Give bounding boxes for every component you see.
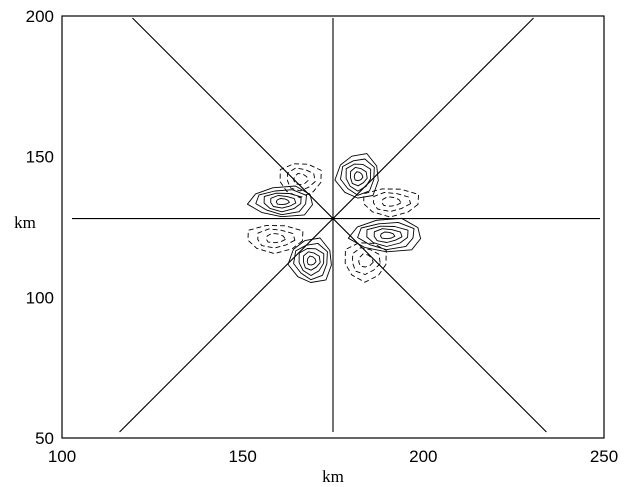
positive-contour [293, 242, 328, 281]
positive-contour [345, 163, 372, 192]
positive-contour [373, 228, 403, 243]
positive-contour [263, 192, 302, 213]
radial-line [119, 218, 334, 433]
negative-contour [373, 191, 412, 212]
radial-lines [72, 17, 600, 433]
negative-contour [257, 228, 296, 249]
y-tick-label: 100 [26, 288, 54, 307]
positive-contour [275, 198, 290, 206]
plot-frame [61, 15, 605, 439]
positive-contour [347, 217, 422, 253]
positive-contour [255, 189, 307, 216]
negative-contour [381, 196, 402, 207]
positive-contour [353, 171, 364, 182]
x-axis-label: km [322, 467, 344, 486]
x-tick-labels: 100 150 200 250 [48, 447, 618, 466]
y-axis-label: km [14, 213, 36, 232]
positive-contour [246, 185, 313, 218]
x-tick-label: 250 [590, 447, 618, 466]
positive-contour [306, 255, 317, 266]
negative-contour [352, 247, 381, 275]
negative-contour [363, 188, 419, 218]
negative-contour [358, 253, 374, 268]
positive-contour [270, 195, 297, 209]
y-tick-label: 200 [26, 7, 54, 26]
radial-line [132, 17, 334, 219]
positive-contour [303, 251, 321, 271]
negative-contour [344, 242, 387, 283]
negative-contour [265, 232, 286, 244]
y-tick-label: 150 [26, 148, 54, 167]
positive-contour [366, 225, 409, 247]
x-tick-label: 100 [48, 447, 76, 466]
positive-contour [379, 231, 396, 240]
negative-contour [287, 167, 316, 192]
y-tick-labels: 50 100 150 200 [26, 7, 54, 448]
positive-contour [334, 153, 379, 199]
positive-contour [287, 237, 332, 283]
x-tick-label: 200 [409, 447, 437, 466]
positive-contour [357, 221, 415, 251]
positive-contour [298, 248, 325, 276]
negative-contour [247, 224, 304, 255]
positive-contour [340, 158, 375, 196]
negative-contour [279, 163, 322, 199]
negative-contour [293, 172, 309, 186]
radial-line [332, 218, 547, 433]
positive-contour [350, 166, 368, 187]
contour-lines [246, 153, 422, 283]
x-tick-label: 150 [228, 447, 256, 466]
y-tick-label: 50 [35, 429, 54, 448]
